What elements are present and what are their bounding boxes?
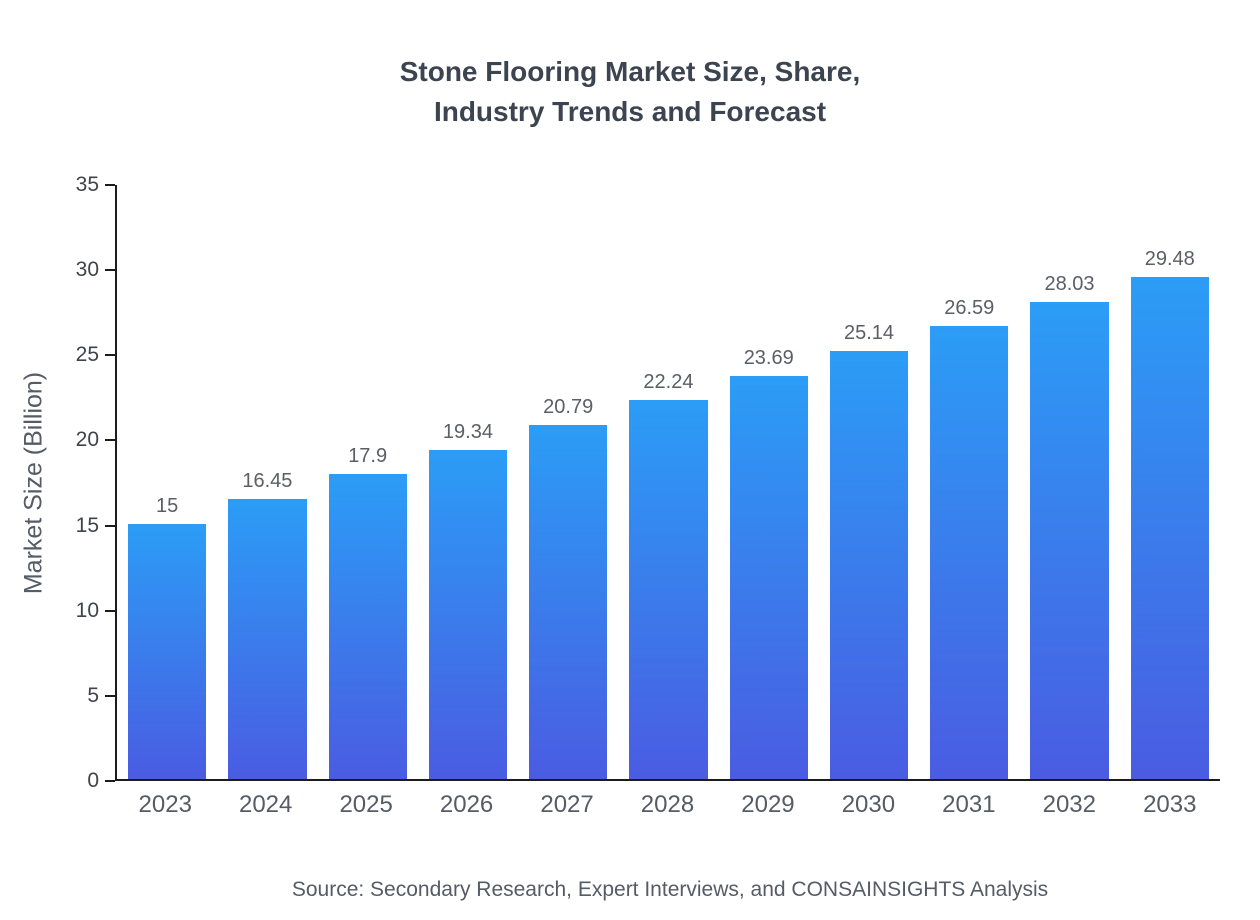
bar-value-label: 17.9	[348, 445, 388, 468]
x-tick-label: 2027	[540, 791, 594, 818]
bar-slot: 15	[117, 185, 217, 779]
y-tick-label: 15	[75, 513, 99, 537]
bar-value-label: 22.24	[643, 371, 694, 394]
y-tick-mark	[105, 269, 115, 272]
bar-slot: 16.45	[217, 185, 317, 779]
y-tick-label: 25	[75, 343, 99, 367]
bar-value-label: 28.03	[1044, 272, 1095, 295]
bar-value-label: 19.34	[442, 420, 493, 443]
y-tick-mark	[105, 184, 115, 186]
bar	[1030, 301, 1109, 779]
x-tick-label: 2029	[741, 791, 795, 818]
plot-area: 15 16.45 17.9 19.34 20.79 22.24 23.69 25.14 26.5…	[115, 185, 1220, 781]
bar	[829, 350, 909, 779]
x-tick-label: 2024	[238, 791, 293, 818]
y-tick-label: 20	[75, 428, 99, 452]
y-tick-label: 5	[87, 683, 99, 707]
bars-container: 15 16.45 17.9 19.34 20.79 22.24 23.69 25.14 26.5…	[117, 185, 1220, 779]
x-tick-label: 2030	[841, 791, 896, 818]
bar-slot: 25.14	[819, 185, 919, 779]
bar-slot: 17.9	[318, 185, 418, 779]
bar	[729, 375, 808, 779]
bar-value-label: 25.14	[843, 321, 895, 344]
x-axis-labels: 2023 2024 2025 2026 2027 2028 2029 2030 2031 2032…	[115, 791, 1220, 827]
bar-slot: 23.69	[719, 185, 819, 779]
y-axis-title: Market Size (Billion)	[19, 371, 48, 595]
x-tick-label: 2032	[1042, 791, 1096, 818]
y-tick-label: 0	[87, 769, 99, 792]
bar-value-label: 15	[156, 494, 179, 517]
x-tick-label: 2026	[439, 791, 494, 818]
y-tick-label: 30	[75, 258, 99, 282]
source-caption: Source: Secondary Research, Expert Inter…	[291, 878, 1049, 901]
bar	[629, 400, 708, 779]
bar-slot: 26.59	[919, 185, 1019, 779]
bar-slot: 20.79	[518, 185, 618, 779]
y-tick-mark	[105, 524, 115, 527]
bar	[328, 474, 407, 779]
bar-slot: 29.48	[1120, 185, 1220, 779]
bar-value-label: 23.69	[743, 346, 794, 369]
y-tick-mark	[105, 439, 115, 442]
y-tick-mark	[105, 780, 115, 782]
bar-value-label: 26.59	[944, 297, 995, 320]
bar-value-label: 20.79	[543, 395, 594, 418]
chart-title-line1: Stone Flooring Market Size, Share,	[399, 56, 861, 87]
bar-slot: 22.24	[618, 185, 718, 779]
bar-slot: 28.03	[1019, 185, 1119, 779]
bar-slot: 19.34	[418, 185, 518, 779]
x-tick-label: 2025	[339, 791, 393, 818]
bar	[428, 449, 508, 779]
bar	[128, 523, 207, 779]
y-tick-mark	[105, 354, 115, 357]
bar	[529, 424, 608, 779]
x-tick-label: 2031	[942, 791, 996, 818]
bar	[930, 326, 1009, 779]
x-tick-label: 2033	[1143, 791, 1197, 818]
x-tick-label: 2028	[640, 791, 695, 818]
bar	[1130, 277, 1209, 779]
y-tick-mark	[105, 609, 115, 612]
chart-title-line2: Industry Trends and Forecast	[433, 96, 827, 127]
bar	[228, 498, 307, 779]
bar-value-label: 16.45	[242, 469, 293, 492]
bar-value-label: 29.48	[1144, 248, 1195, 270]
y-tick-label: 35	[75, 173, 99, 196]
chart-title: Stone Flooring Market Size, Share, Indus…	[0, 52, 1260, 132]
x-tick-label: 2023	[138, 791, 192, 818]
y-tick-label: 10	[75, 598, 99, 622]
y-tick-mark	[105, 694, 115, 697]
